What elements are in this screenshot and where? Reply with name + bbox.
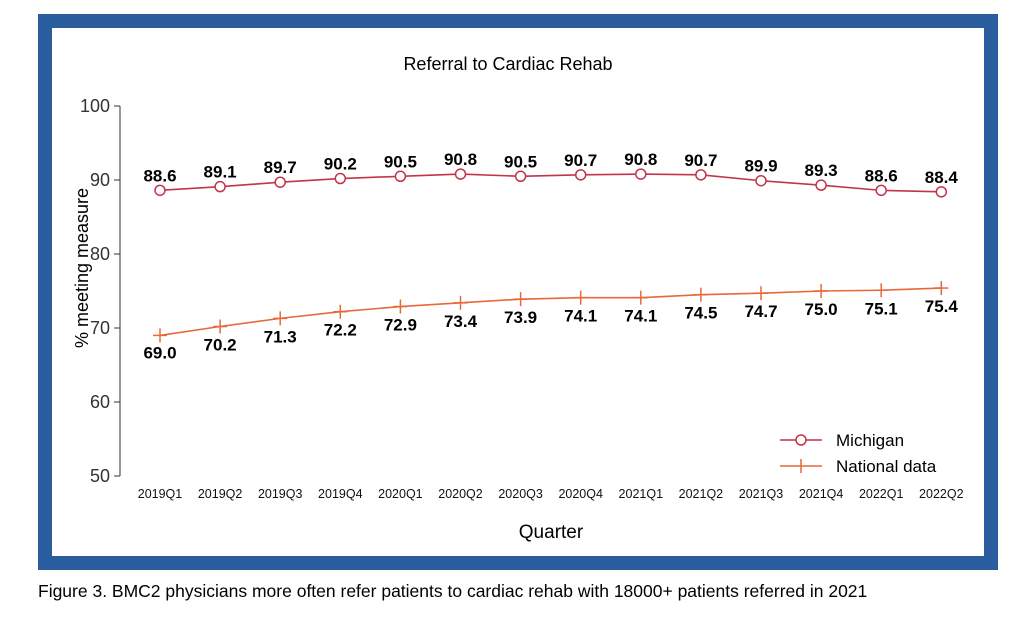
data-label: 90.8 [444, 150, 477, 169]
legend-item: Michigan [780, 431, 904, 450]
figure-caption: Figure 3. BMC2 physicians more often ref… [38, 581, 868, 601]
series-michigan [154, 168, 948, 198]
x-axis-title: Quarter [519, 522, 584, 543]
data-point [453, 295, 468, 310]
data-point [633, 290, 648, 305]
legend-label: National data [836, 457, 937, 476]
data-label: 75.4 [925, 297, 959, 316]
data-point [334, 172, 347, 185]
legend-marker-circle [795, 434, 807, 446]
data-point [693, 287, 708, 302]
data-point [814, 284, 829, 298]
data-point [214, 180, 226, 193]
line-chart: Referral to Cardiac Rehab 50 60 70 80 90 100 2… [72, 54, 964, 543]
data-label: 88.6 [143, 166, 176, 185]
data-point [574, 169, 587, 181]
data-label: 75.1 [865, 299, 898, 318]
x-tick-label: 2019Q3 [258, 487, 303, 501]
data-point [874, 283, 889, 298]
data-point [875, 184, 887, 197]
chart-frame: Referral to Cardiac Rehab 50 60 70 80 90 100 2… [38, 14, 998, 570]
series-national-data [153, 281, 949, 343]
data-label: 89.7 [264, 158, 297, 177]
data-label: 74.1 [564, 307, 597, 326]
data-label: 71.3 [264, 327, 297, 346]
y-tick-label: 100 [80, 96, 110, 116]
data-point [454, 168, 467, 180]
data-point [754, 286, 768, 301]
y-tick-label: 70 [90, 318, 110, 338]
data-label: 74.7 [744, 302, 777, 321]
data-label: 90.2 [324, 155, 357, 174]
x-tick-label: 2020Q2 [438, 487, 483, 501]
series-layer [153, 168, 949, 343]
data-point [394, 170, 407, 183]
x-tick-label: 2020Q4 [558, 487, 603, 501]
data-label: 90.7 [684, 151, 717, 170]
data-point [513, 292, 528, 307]
data-labels: 88.6 89.1 89.7 90.2 90.5 90.8 90.5 90.7 90.8 90.7… [143, 150, 958, 362]
data-point [333, 304, 348, 319]
data-point [514, 170, 527, 183]
x-tick-label: 2021Q1 [619, 487, 664, 501]
x-tick-label: 2019Q2 [198, 487, 243, 501]
data-point [274, 176, 286, 188]
data-point [695, 169, 707, 181]
series-line [159, 287, 942, 337]
data-label: 72.2 [324, 321, 357, 340]
y-axis-title: % meeting measure [72, 188, 92, 348]
x-tick-label: 2021Q3 [739, 487, 784, 501]
data-point [815, 179, 827, 191]
data-label: 89.3 [805, 161, 838, 180]
legend-label: Michigan [836, 431, 904, 450]
x-tick-label: 2020Q3 [498, 487, 543, 501]
x-tick-label: 2021Q2 [679, 487, 724, 501]
data-label: 89.9 [744, 157, 777, 176]
x-tick-label: 2022Q2 [919, 487, 964, 501]
chart-panel: Referral to Cardiac Rehab 50 60 70 80 90 100 2… [52, 28, 984, 556]
data-label: 88.4 [925, 168, 959, 187]
data-label: 90.5 [384, 152, 417, 171]
x-tick-label: 2019Q1 [138, 487, 183, 501]
data-label: 89.1 [204, 163, 237, 182]
data-point [213, 319, 228, 334]
x-tick-label: 2021Q4 [799, 487, 844, 501]
x-tick-label: 2020Q1 [378, 487, 423, 501]
data-label: 75.0 [805, 300, 838, 319]
data-point [635, 168, 647, 180]
data-label: 90.5 [504, 152, 537, 171]
chart-title: Referral to Cardiac Rehab [403, 54, 612, 74]
data-label: 90.8 [624, 150, 657, 169]
data-label: 73.9 [504, 308, 537, 327]
data-point [153, 328, 167, 343]
x-tick-label: 2019Q4 [318, 487, 363, 501]
y-tick-label: 50 [90, 466, 110, 486]
y-tick-label: 80 [90, 244, 110, 264]
data-label: 88.6 [865, 166, 898, 185]
data-label: 69.0 [143, 343, 176, 362]
y-tick-label: 60 [90, 392, 110, 412]
data-label: 90.7 [564, 151, 597, 170]
data-point [755, 174, 767, 187]
x-tick-label: 2022Q1 [859, 487, 904, 501]
data-point [393, 299, 408, 314]
data-label: 72.9 [384, 316, 417, 335]
data-point [273, 311, 288, 326]
axes: 50 60 70 80 90 100 2019Q1 2019Q2 2019Q3 2019Q4 202… [80, 96, 964, 501]
y-tick-label: 90 [90, 170, 110, 190]
legend: Michigan National data [780, 431, 937, 476]
data-point [934, 281, 949, 296]
data-point [935, 186, 948, 198]
data-label: 74.5 [684, 304, 717, 323]
legend-item: National data [780, 457, 937, 476]
data-point [573, 290, 588, 305]
data-point [154, 184, 166, 197]
data-label: 74.1 [624, 307, 657, 326]
series-line [159, 173, 942, 193]
data-label: 73.4 [444, 312, 478, 331]
data-label: 70.2 [204, 336, 237, 355]
